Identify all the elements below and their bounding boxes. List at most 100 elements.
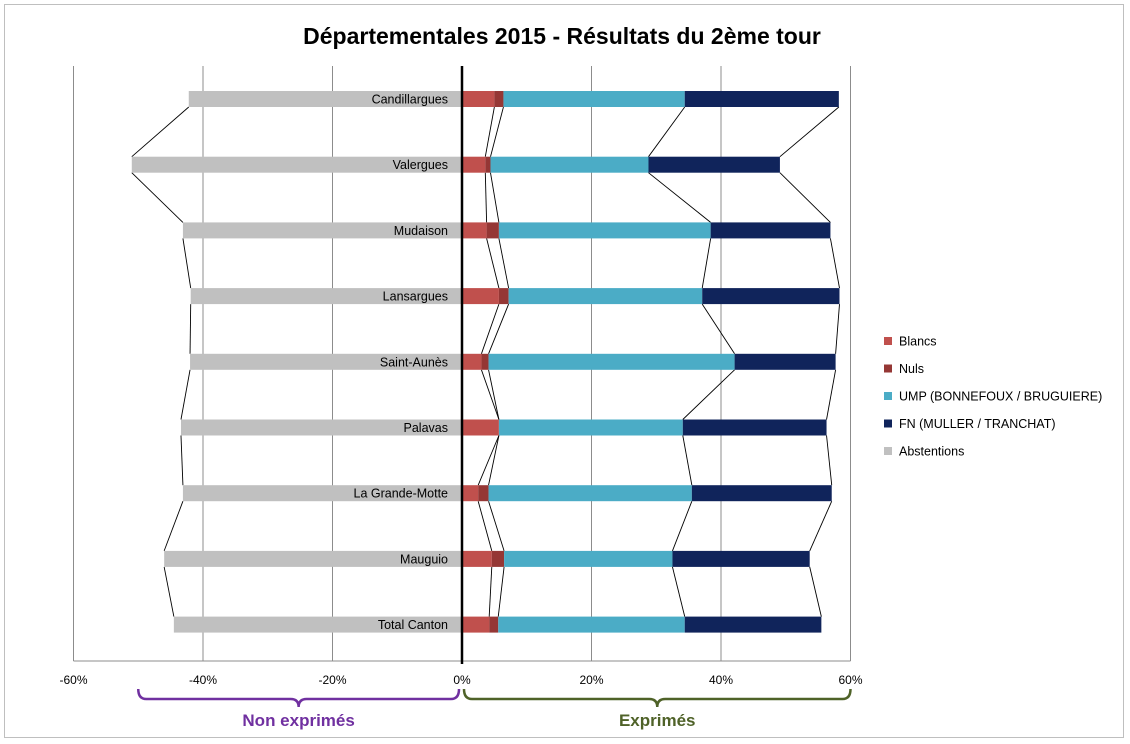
connector-line bbox=[163, 566, 175, 617]
x-tick-label: 0% bbox=[453, 673, 471, 687]
bar-ump bbox=[488, 353, 735, 370]
bar-abstentions bbox=[188, 91, 462, 107]
bar-ump bbox=[488, 485, 692, 502]
legend-label: Blancs bbox=[899, 335, 937, 349]
bar-fn bbox=[710, 222, 831, 239]
group-bracket bbox=[462, 688, 852, 708]
bar-ump bbox=[508, 288, 703, 305]
bar-ump bbox=[503, 91, 685, 107]
bar-nuls bbox=[491, 550, 505, 567]
connector-line bbox=[498, 238, 510, 289]
bars bbox=[131, 91, 840, 633]
connector-line bbox=[484, 172, 488, 223]
category-label: Total Canton bbox=[378, 618, 448, 632]
connector-line bbox=[779, 172, 831, 223]
bar-abstentions bbox=[190, 288, 462, 305]
legend-label: UMP (BONNEFOUX / BRUGUIERE) bbox=[899, 390, 1102, 404]
bar-abstentions bbox=[182, 222, 463, 239]
bar-ump bbox=[490, 156, 649, 173]
bar-blancs bbox=[462, 222, 487, 239]
group-bracket bbox=[137, 688, 461, 708]
legend-swatch bbox=[884, 364, 892, 373]
connector-line bbox=[672, 566, 686, 617]
bar-fn bbox=[684, 91, 839, 107]
legend-label: Abstentions bbox=[899, 445, 964, 459]
bar-blancs bbox=[462, 616, 490, 633]
bar-ump bbox=[498, 419, 683, 436]
connector-line bbox=[648, 172, 711, 223]
bar-blancs bbox=[462, 419, 499, 436]
category-label: La Grande-Motte bbox=[354, 487, 449, 501]
chart-frame bbox=[4, 4, 1124, 738]
connector-line bbox=[180, 369, 191, 420]
bar-fn bbox=[702, 288, 840, 305]
bar-fn bbox=[734, 353, 836, 370]
connector-line bbox=[131, 172, 184, 223]
legend-swatch bbox=[884, 447, 892, 455]
bar-nuls bbox=[489, 616, 499, 633]
connector-line bbox=[672, 501, 693, 552]
bar-abstentions bbox=[131, 156, 462, 173]
group-label: Exprimés bbox=[619, 711, 696, 730]
category-label: Candillargues bbox=[372, 93, 448, 107]
category-label: Valergues bbox=[393, 158, 448, 172]
connector-line bbox=[809, 566, 822, 617]
connector-line bbox=[490, 172, 500, 223]
connector-line bbox=[490, 106, 504, 157]
legend-label: Nuls bbox=[899, 362, 924, 376]
bar-ump bbox=[498, 222, 711, 239]
bar-abstentions bbox=[180, 419, 463, 436]
connector-line bbox=[477, 435, 500, 486]
connector-line bbox=[829, 238, 840, 289]
bar-nuls bbox=[478, 485, 489, 502]
connector-line bbox=[826, 369, 837, 420]
legend-swatch bbox=[884, 419, 892, 428]
category-label: Lansargues bbox=[383, 290, 448, 304]
bar-fn bbox=[684, 616, 822, 633]
connector-lines bbox=[131, 106, 840, 617]
bar-blancs bbox=[462, 550, 492, 567]
x-tick-label: 20% bbox=[579, 673, 603, 687]
connector-line bbox=[779, 106, 840, 158]
x-tick-label: -20% bbox=[318, 673, 346, 687]
bar-nuls bbox=[485, 156, 491, 173]
connector-line bbox=[488, 369, 500, 420]
connector-line bbox=[488, 501, 505, 552]
bar-blancs bbox=[462, 91, 495, 107]
bar-fn bbox=[682, 419, 827, 436]
group-label: Non exprimés bbox=[242, 711, 354, 730]
connector-line bbox=[488, 435, 500, 486]
connector-line bbox=[182, 238, 192, 289]
connector-line bbox=[826, 435, 833, 486]
x-tick-label: -40% bbox=[189, 673, 217, 687]
category-label: Palavas bbox=[404, 421, 448, 435]
connector-line bbox=[131, 106, 190, 158]
chart-title: Départementales 2015 - Résultats du 2ème… bbox=[303, 23, 821, 49]
bar-fn bbox=[672, 550, 810, 567]
connector-line bbox=[682, 435, 693, 486]
connector-line bbox=[481, 369, 500, 420]
bar-blancs bbox=[462, 288, 499, 305]
bar-nuls bbox=[481, 353, 489, 370]
x-tick-label: -60% bbox=[59, 673, 87, 687]
bar-abstentions bbox=[173, 616, 463, 633]
bar-ump bbox=[498, 616, 685, 633]
bar-nuls bbox=[486, 222, 499, 239]
bar-blancs bbox=[462, 485, 479, 502]
legend: Blancs Nuls UMP (BONNEFOUX / BRUGUIERE) FN … bbox=[884, 335, 1102, 459]
bar-blancs bbox=[462, 353, 482, 370]
connector-line bbox=[835, 304, 840, 354]
connector-line bbox=[488, 303, 510, 354]
connector-line bbox=[484, 106, 495, 157]
bar-blancs bbox=[462, 156, 486, 173]
connector-line bbox=[497, 566, 505, 617]
bar-nuls bbox=[498, 288, 509, 305]
bar-ump bbox=[504, 550, 673, 567]
connector-line bbox=[180, 435, 184, 486]
connector-line bbox=[701, 238, 712, 289]
connector-line bbox=[488, 566, 493, 617]
bar-fn bbox=[691, 485, 832, 502]
connector-line bbox=[682, 369, 735, 420]
bar-abstentions bbox=[190, 353, 463, 370]
